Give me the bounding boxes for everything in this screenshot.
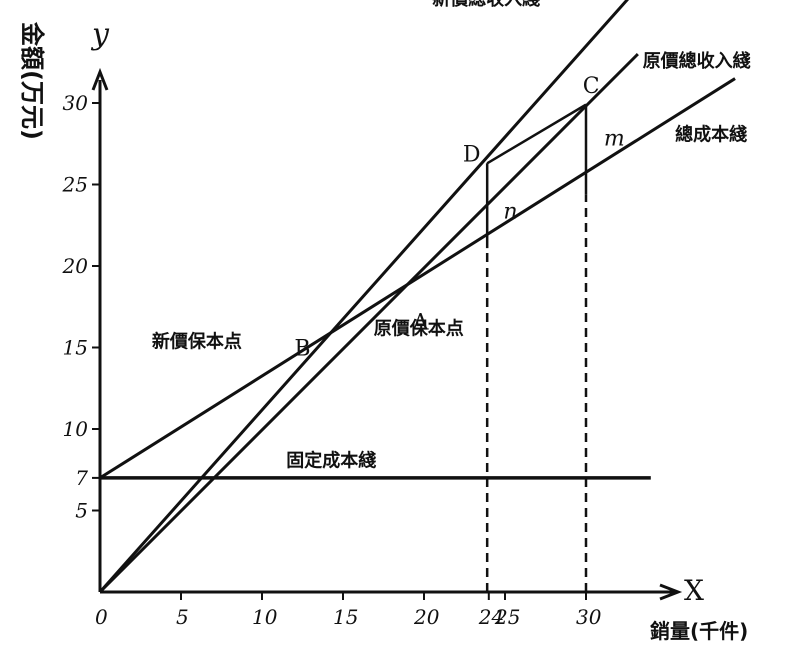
x-axis-symbol: X <box>684 574 704 607</box>
line-annotation: 原價保本点 <box>374 317 464 339</box>
series-line-2 <box>98 53 639 594</box>
x-tick-label: 5 <box>176 605 189 629</box>
y-axis-symbol: y <box>90 17 110 52</box>
point-label-m: m <box>604 126 625 151</box>
x-tick-label: 24 <box>478 605 504 629</box>
y-tick-label: 25 <box>62 173 88 197</box>
point-label-D: D <box>463 143 481 168</box>
reference-guides <box>485 103 588 592</box>
x-tick-label: 30 <box>576 605 602 629</box>
line-annotation: 總成本綫 <box>675 123 747 145</box>
line-annotation: 固定成本綫 <box>286 449 376 471</box>
series-line-1 <box>98 0 630 593</box>
x-tick-label: 25 <box>494 605 520 629</box>
y-tick-label: 5 <box>75 499 88 523</box>
y-tick-label: 20 <box>62 254 89 278</box>
x-tick-label: 20 <box>413 605 440 629</box>
x-tick-label: 15 <box>333 605 358 629</box>
y-tick-label: 30 <box>63 91 89 115</box>
point-label-A: A <box>412 311 430 336</box>
line-annotation: 原價總收入綫 <box>643 50 751 72</box>
line-annotation: 新價保本点 <box>152 331 242 353</box>
chart-series <box>98 0 736 594</box>
y-axis-arrowhead <box>91 67 109 91</box>
point-label-C: C <box>583 74 600 99</box>
x-axis-arrowhead <box>659 583 683 601</box>
y-tick-label: 15 <box>63 336 88 360</box>
line-annotation: 新價總收入綫 <box>432 0 540 10</box>
point-label-n: n <box>503 200 517 225</box>
point-label-B: B <box>294 337 310 362</box>
x-axis-label: 銷量(千件) <box>650 619 748 643</box>
series-line-3 <box>99 77 736 480</box>
y-tick-label: 7 <box>75 466 88 490</box>
y-tick-label: 10 <box>63 417 89 441</box>
x-tick-label: 0 <box>95 605 108 629</box>
y-axis-label: 金額(万元) <box>18 21 46 140</box>
x-tick-label: 10 <box>252 605 278 629</box>
guide-line <box>486 103 587 165</box>
point-labels: A B C Dm n <box>294 74 624 361</box>
